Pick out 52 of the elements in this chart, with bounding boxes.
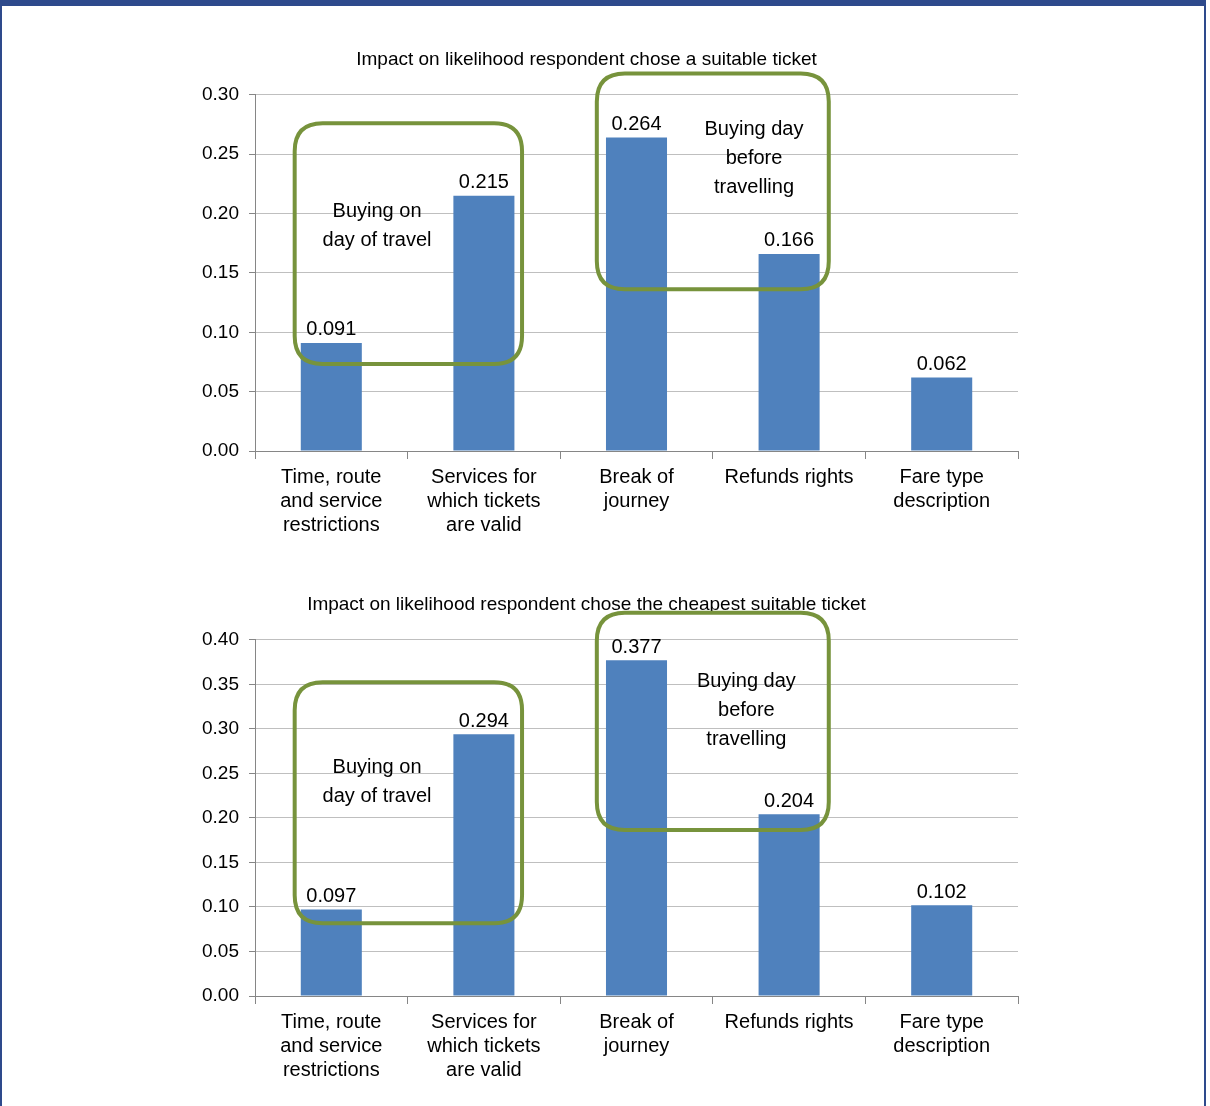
y-tick-label: 0.30 — [202, 83, 239, 105]
x-tick-label: Refunds rights — [724, 464, 854, 487]
x-tick-label: Break of journey — [599, 1009, 675, 1056]
y-tick-label: 0.25 — [202, 142, 239, 164]
y-tick-label: 0.10 — [202, 895, 239, 917]
y-tick-label: 0.20 — [202, 201, 239, 223]
data-label: 0.102 — [916, 879, 967, 902]
bar — [758, 253, 820, 451]
y-tick-label: 0.20 — [202, 806, 239, 828]
data-label: 0.062 — [916, 351, 967, 374]
y-tick-label: 0.10 — [202, 320, 239, 342]
data-label: 0.166 — [764, 228, 815, 251]
bar — [300, 909, 362, 996]
bar — [453, 734, 515, 996]
chart-title: Impact on likelihood respondent chose a suitable ticket — [356, 47, 818, 69]
x-tick-label: Fare type description — [893, 1009, 991, 1056]
x-tick-label: Break of journey — [599, 464, 675, 511]
x-tick-label: Services for which tickets are valid — [426, 464, 541, 535]
bar — [605, 660, 668, 996]
y-tick-label: 0.00 — [202, 984, 239, 1006]
bar — [911, 377, 973, 451]
data-label: 0.215 — [458, 170, 509, 193]
annotation: Buying day before travelling — [696, 669, 796, 750]
x-tick-label: Services for which tickets are valid — [426, 1009, 541, 1080]
x-tick-label: Time, route and service restrictions — [280, 1009, 383, 1080]
bar — [911, 905, 973, 996]
annotation: Buying on day of travel — [322, 199, 432, 251]
y-tick-label: 0.30 — [202, 717, 239, 739]
y-tick-label: 0.15 — [202, 850, 239, 872]
y-tick-label: 0.05 — [202, 379, 239, 401]
data-label: 0.097 — [306, 884, 357, 907]
bar — [758, 814, 820, 996]
y-tick-label: 0.00 — [202, 439, 239, 461]
x-tick-label: Refunds rights — [724, 1009, 854, 1032]
data-label: 0.377 — [611, 634, 662, 657]
bar — [300, 342, 362, 451]
y-tick-label: 0.35 — [202, 672, 239, 694]
x-tick-label: Fare type description — [893, 464, 991, 511]
chart-title: Impact on likelihood respondent chose the cheapest suitable ticket — [307, 592, 867, 614]
data-label: 0.204 — [764, 788, 815, 811]
data-label: 0.091 — [306, 317, 357, 340]
y-tick-label: 0.40 — [202, 628, 239, 650]
data-label: 0.264 — [611, 112, 662, 135]
bar — [605, 137, 668, 451]
bar — [453, 195, 515, 451]
x-tick-label: Time, route and service restrictions — [280, 464, 383, 535]
annotation: Buying day before travelling — [704, 117, 804, 198]
data-label: 0.294 — [458, 708, 509, 731]
y-tick-label: 0.05 — [202, 939, 239, 961]
y-tick-label: 0.25 — [202, 761, 239, 783]
annotation: Buying on day of travel — [322, 754, 432, 806]
y-tick-label: 0.15 — [202, 261, 239, 283]
